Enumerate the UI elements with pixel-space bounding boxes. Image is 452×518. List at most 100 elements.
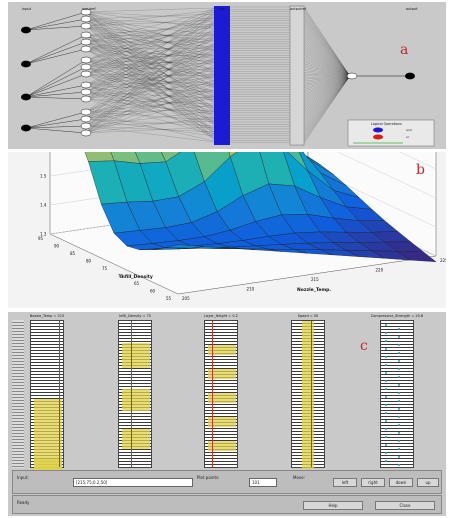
output-point xyxy=(398,344,400,346)
help-button[interactable]: Help xyxy=(303,501,363,510)
input-value-marker[interactable] xyxy=(59,321,60,467)
output-point xyxy=(398,416,400,418)
rule-layer-bar xyxy=(214,6,230,145)
output-point xyxy=(385,372,387,374)
outputmf-to-output-link xyxy=(303,17,351,77)
mf-to-rule-link xyxy=(85,66,215,71)
outputmf-to-output-link xyxy=(303,15,351,77)
mf-to-rule-link xyxy=(85,33,215,75)
inputmf-node xyxy=(80,8,92,16)
outputmf-to-output-link xyxy=(303,75,351,94)
move-up-button[interactable]: up xyxy=(417,478,439,487)
mf-to-rule-link xyxy=(85,11,215,61)
mf-to-rule-link xyxy=(85,61,215,100)
mf-to-rule-link xyxy=(85,29,215,86)
input-node xyxy=(21,60,31,68)
mf-to-rule-link xyxy=(85,110,215,127)
inputmf-node xyxy=(80,88,92,96)
mf-to-rule-link xyxy=(85,73,215,108)
outputmf-to-output-link xyxy=(303,75,351,143)
mf-to-rule-link xyxy=(85,18,215,26)
input-to-mf-link xyxy=(25,59,87,98)
outputmf-to-output-link xyxy=(303,24,351,77)
mf-to-rule-link xyxy=(85,59,215,138)
output-point xyxy=(385,428,387,430)
plot-points-field[interactable]: 101 xyxy=(249,478,277,487)
output-point xyxy=(398,400,400,402)
outputmf-to-output-link xyxy=(303,75,351,114)
output-point xyxy=(398,328,400,330)
mf-to-rule-link xyxy=(85,125,215,143)
rule-viewer-controls: Input: [215;75;0.2;50] Plot points: 101 … xyxy=(12,470,442,494)
mf-to-rule-link xyxy=(85,74,215,134)
layer-label-rule: rule xyxy=(218,7,225,11)
rule-viewer-column-4 xyxy=(380,320,414,468)
output-point xyxy=(398,336,400,338)
input-value-marker[interactable] xyxy=(131,321,132,467)
inputmf-node xyxy=(80,129,92,137)
mf-to-rule-link xyxy=(85,59,215,117)
x-tick-label: 220 xyxy=(376,268,384,273)
mf-to-rule-link xyxy=(85,73,215,77)
mf-to-rule-link xyxy=(85,66,215,92)
mf-to-rule-link xyxy=(85,59,215,68)
mf-to-rule-link xyxy=(85,88,215,113)
outputmf-to-output-link xyxy=(303,68,351,77)
outputmf-to-output-link xyxy=(303,75,351,109)
z-tick-label: 1.5 xyxy=(40,174,47,179)
mf-to-rule-link xyxy=(85,34,215,37)
inputmf-node xyxy=(80,56,92,64)
mf-to-rule-link xyxy=(85,59,215,107)
input-to-mf-link xyxy=(25,66,87,98)
input-field[interactable]: [215;75;0.2;50] xyxy=(73,478,193,487)
move-right-button[interactable]: right xyxy=(361,478,385,487)
outputmf-to-output-link xyxy=(303,63,351,77)
mf-to-rule-link xyxy=(85,7,215,68)
z-tick-label: 1.3 xyxy=(40,232,47,237)
move-down-button[interactable]: down xyxy=(389,478,413,487)
input-to-mf-link xyxy=(25,34,87,65)
mf-to-rule-link xyxy=(85,13,215,20)
output-point xyxy=(385,412,387,414)
outputmf-to-output-link xyxy=(303,36,351,77)
mf-to-rule-link xyxy=(85,48,215,122)
surface-plot: 1.31.41.51.61.71.81.9× 10⁻³9590858075706… xyxy=(28,21,448,301)
mf-to-rule-link xyxy=(85,34,215,100)
inputmf-node xyxy=(80,122,92,130)
y-tick-label: 75 xyxy=(102,266,108,271)
inputmf-node xyxy=(80,15,92,23)
inputmf-node xyxy=(80,108,92,116)
input-value-marker[interactable] xyxy=(212,321,213,467)
input-to-mf-link xyxy=(25,84,87,98)
mf-to-rule-link xyxy=(85,19,215,27)
outputmf-to-output-link xyxy=(303,65,351,77)
mf-to-rule-link xyxy=(85,20,215,100)
input-to-mf-link xyxy=(25,96,87,100)
mf-to-rule-link xyxy=(85,12,215,134)
surface-plot-panel: 1.31.41.51.61.71.81.9× 10⁻³9590858075706… xyxy=(8,21,448,308)
membership-fill xyxy=(208,417,236,427)
outputmf-to-output-link xyxy=(303,49,351,77)
mf-to-rule-link xyxy=(85,109,215,113)
inputmf-node xyxy=(80,63,92,71)
mf-to-rule-link xyxy=(85,50,215,86)
mf-to-rule-link xyxy=(85,73,215,98)
mf-to-rule-link xyxy=(85,32,215,61)
y-tick-label: 60 xyxy=(150,289,156,294)
outputmf-to-output-link xyxy=(303,75,351,83)
outputmf-to-output-link xyxy=(303,75,351,128)
rule-viewer-header-4: Compressive_Strength = 20.8 xyxy=(370,314,424,318)
output-point xyxy=(398,432,400,434)
output-point xyxy=(385,404,387,406)
mf-to-rule-link xyxy=(85,34,215,89)
outputmf-to-output-link xyxy=(303,22,351,77)
panel-c-label: c xyxy=(360,338,368,354)
mf-to-rule-link xyxy=(85,33,215,134)
outputmf-to-output-link xyxy=(303,6,351,77)
move-left-button[interactable]: left xyxy=(333,478,357,487)
close-button[interactable]: Close xyxy=(375,501,435,510)
mf-to-rule-link xyxy=(85,72,215,100)
input-value-marker[interactable] xyxy=(311,321,312,467)
input-node xyxy=(21,124,31,132)
input-node xyxy=(21,26,31,34)
